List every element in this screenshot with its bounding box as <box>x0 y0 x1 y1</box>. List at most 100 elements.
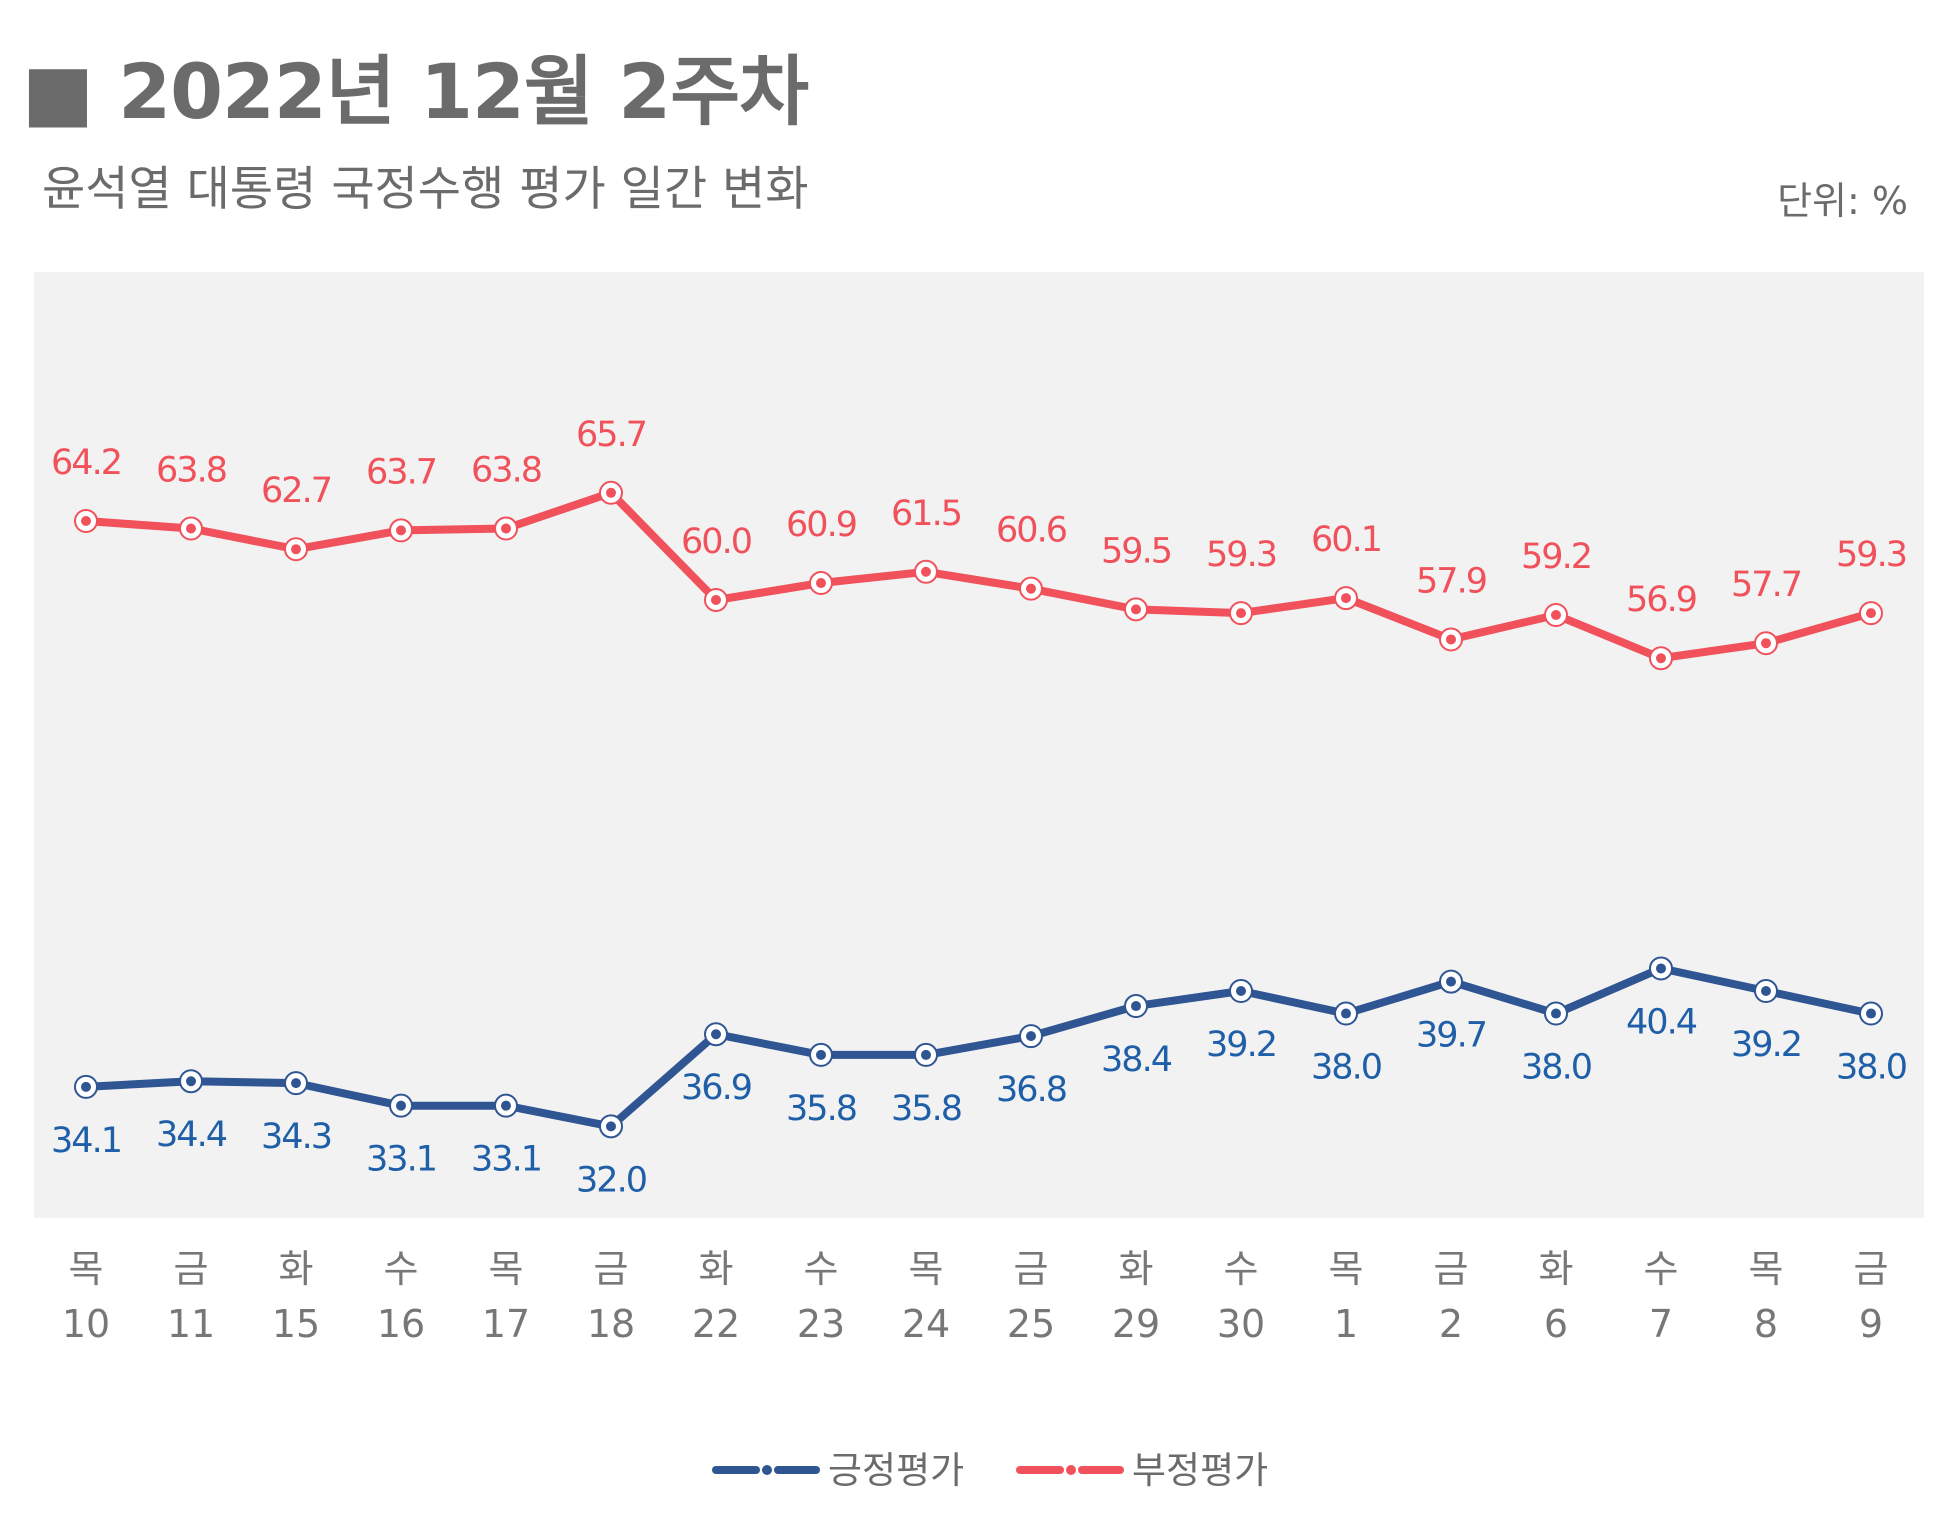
x-tick-date: 16 <box>377 1302 425 1346</box>
negative-point-dot <box>1341 593 1351 604</box>
negative-point-dot <box>711 594 721 605</box>
x-tick-date: 6 <box>1544 1302 1568 1346</box>
x-tick-day: 금 <box>1854 1247 1889 1291</box>
positive-value-label: 38.4 <box>1101 1040 1172 1080</box>
negative-value-label: 60.0 <box>681 522 751 562</box>
x-tick-date: 25 <box>1007 1302 1055 1346</box>
x-tick-date: 15 <box>272 1302 320 1346</box>
x-tick-day: 금 <box>1434 1247 1469 1291</box>
negative-point-dot <box>1131 604 1141 615</box>
positive-point-dot <box>396 1100 406 1111</box>
positive-point-dot <box>291 1078 301 1089</box>
x-tick-day: 목 <box>489 1247 524 1291</box>
positive-point-dot <box>1446 976 1456 987</box>
negative-point-dot <box>396 525 406 536</box>
negative-value-label: 59.3 <box>1836 535 1906 575</box>
positive-point-dot <box>606 1121 616 1132</box>
x-tick-day: 화 <box>1119 1247 1154 1291</box>
x-tick-date: 22 <box>692 1302 740 1346</box>
legend-positive-label: 긍정평가 <box>828 1449 964 1492</box>
legend-negative-label: 부정평가 <box>1132 1449 1268 1492</box>
negative-value-label: 62.7 <box>261 471 331 511</box>
negative-point-dot <box>1551 610 1561 620</box>
x-tick-day: 목 <box>1329 1247 1364 1291</box>
negative-point-dot <box>501 523 511 534</box>
positive-point-dot <box>921 1049 931 1060</box>
negative-point-dot <box>1026 583 1036 594</box>
plot-area <box>34 272 1924 1218</box>
x-tick-date: 18 <box>587 1302 635 1346</box>
x-tick-day: 금 <box>594 1247 629 1291</box>
legend-positive-marker <box>762 1465 772 1475</box>
data-labels: 34.1 34.4 34.3 33.1 33.1 32.0 36.9 35.8 35.8 36.8… <box>51 415 1908 1201</box>
positive-value-label: 33.1 <box>366 1140 436 1180</box>
negative-value-label: 63.7 <box>366 452 436 492</box>
negative-value-label: 59.3 <box>1206 535 1276 575</box>
x-axis: 목10금11화15수16목17금18화22수23목24금25화29수30목1금2… <box>62 1247 1889 1346</box>
x-tick-day: 수 <box>384 1247 419 1291</box>
legend-negative-marker <box>1066 1465 1076 1475</box>
x-tick-day: 목 <box>69 1247 104 1291</box>
negative-point-dot <box>291 544 301 555</box>
negative-value-label: 61.5 <box>891 494 961 534</box>
negative-point-dot <box>1236 608 1246 619</box>
negative-value-label: 60.1 <box>1311 520 1381 560</box>
negative-value-label: 63.8 <box>471 451 541 491</box>
positive-value-label: 36.8 <box>996 1070 1066 1110</box>
positive-value-label: 39.2 <box>1731 1025 1801 1065</box>
positive-value-label: 32.0 <box>576 1160 646 1200</box>
positive-value-label: 34.1 <box>51 1121 121 1161</box>
negative-value-label: 56.9 <box>1626 580 1696 620</box>
negative-value-label: 63.8 <box>156 451 226 491</box>
negative-point-dot <box>921 566 931 577</box>
x-tick-date: 17 <box>482 1302 530 1346</box>
x-tick-date: 1 <box>1334 1302 1358 1346</box>
negative-point-dot <box>1656 653 1666 664</box>
positive-value-label: 39.7 <box>1416 1016 1486 1056</box>
x-tick-day: 금 <box>1014 1247 1049 1291</box>
positive-value-label: 36.9 <box>681 1068 751 1108</box>
series-points <box>74 480 1883 1139</box>
negative-point-dot <box>1761 638 1771 649</box>
x-tick-day: 목 <box>1749 1247 1784 1291</box>
negative-point-dot <box>816 578 826 589</box>
x-tick-day: 금 <box>174 1247 209 1291</box>
x-tick-day: 수 <box>804 1247 839 1291</box>
positive-value-label: 40.4 <box>1626 1002 1697 1042</box>
x-tick-day: 화 <box>279 1247 314 1291</box>
positive-point-dot <box>186 1076 196 1087</box>
positive-value-label: 34.4 <box>156 1115 227 1155</box>
x-tick-day: 화 <box>699 1247 734 1291</box>
x-tick-date: 2 <box>1439 1302 1463 1346</box>
page-title: ■ 2022년 12월 2주차 <box>22 47 809 136</box>
positive-point-dot <box>501 1100 511 1111</box>
negative-point-dot <box>81 516 91 526</box>
x-tick-date: 29 <box>1112 1302 1160 1346</box>
positive-point-dot <box>1551 1008 1561 1019</box>
positive-point-dot <box>81 1081 91 1092</box>
positive-value-label: 38.0 <box>1836 1048 1906 1088</box>
negative-value-label: 59.5 <box>1101 531 1171 571</box>
x-tick-date: 30 <box>1217 1302 1265 1346</box>
negative-value-label: 65.7 <box>576 415 646 455</box>
negative-point-dot <box>606 487 616 498</box>
negative-point-dot <box>1866 608 1876 619</box>
positive-point-dot <box>816 1049 826 1060</box>
positive-point-dot <box>1341 1008 1351 1019</box>
legend: 긍정평가 부정평가 <box>712 1449 1268 1492</box>
x-tick-date: 9 <box>1859 1302 1883 1346</box>
positive-point-dot <box>1656 963 1666 974</box>
x-tick-date: 23 <box>797 1302 845 1346</box>
positive-value-label: 39.2 <box>1206 1025 1276 1065</box>
negative-value-label: 60.6 <box>996 511 1067 551</box>
positive-value-label: 35.8 <box>786 1089 856 1129</box>
positive-value-label: 38.0 <box>1311 1048 1381 1088</box>
x-tick-day: 수 <box>1224 1247 1259 1291</box>
x-tick-date: 7 <box>1649 1302 1673 1346</box>
positive-point-dot <box>1761 986 1771 996</box>
negative-value-label: 57.9 <box>1416 561 1486 601</box>
x-tick-date: 8 <box>1754 1302 1778 1346</box>
negative-value-label: 57.7 <box>1731 565 1801 605</box>
negative-series-line <box>82 488 1875 663</box>
negative-value-label: 59.2 <box>1521 537 1591 577</box>
